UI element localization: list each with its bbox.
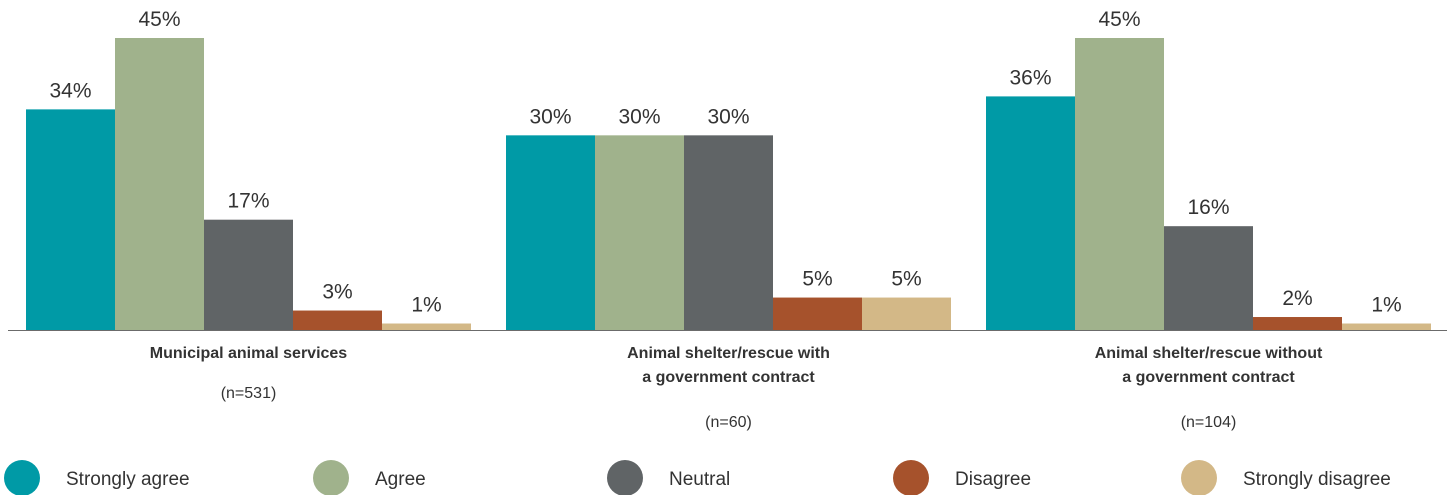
value-label-agree-1: 45% (138, 8, 180, 31)
bar-neutral-2 (684, 135, 773, 330)
legend-label-neutral: Neutral (669, 469, 730, 490)
category-label-3-line-1: Animal shelter/rescue without (1095, 345, 1323, 362)
bar-agree-2 (595, 135, 684, 330)
legend-label-strongly-agree: Strongly agree (66, 469, 190, 490)
bar-strongly-agree-2 (506, 135, 595, 330)
bar-neutral-1 (204, 219, 293, 330)
legend-swatch-agree (313, 460, 349, 495)
bar-strongly-disagree-1 (382, 323, 471, 330)
value-label-strongly-disagree-1: 1% (411, 294, 441, 317)
value-label-strongly-agree-1: 34% (49, 79, 91, 102)
value-label-strongly-disagree-2: 5% (891, 268, 921, 291)
legend-swatch-neutral (607, 460, 643, 495)
bar-agree-3 (1075, 38, 1164, 330)
category-label-3-line-2: a government contract (1122, 369, 1295, 386)
bar-disagree-1 (293, 310, 382, 330)
bar-disagree-2 (773, 297, 862, 330)
category-label-2-line-1: Animal shelter/rescue with (627, 345, 830, 362)
bar-strongly-disagree-2 (862, 297, 951, 330)
bar-strongly-agree-1 (26, 109, 115, 330)
legend-label-strongly-disagree: Strongly disagree (1243, 469, 1391, 490)
value-label-neutral-2: 30% (707, 105, 749, 128)
value-label-strongly-disagree-3: 1% (1371, 294, 1401, 317)
bar-strongly-disagree-3 (1342, 323, 1431, 330)
bar-disagree-3 (1253, 317, 1342, 330)
legend-swatch-strongly-agree (4, 460, 40, 495)
value-label-agree-2: 30% (618, 105, 660, 128)
bar-strongly-agree-3 (986, 96, 1075, 331)
value-label-strongly-agree-3: 36% (1009, 66, 1051, 89)
bar-neutral-3 (1164, 226, 1253, 330)
value-label-agree-3: 45% (1098, 8, 1140, 31)
value-label-disagree-3: 2% (1282, 287, 1312, 310)
category-label-1-line-1: Municipal animal services (150, 345, 348, 362)
value-label-neutral-1: 17% (227, 190, 269, 213)
value-label-neutral-3: 16% (1187, 196, 1229, 219)
value-label-disagree-2: 5% (802, 268, 832, 291)
legend-label-agree: Agree (375, 469, 426, 490)
sample-size-label-1: (n=531) (221, 385, 277, 402)
category-label-2-line-2: a government contract (642, 369, 815, 386)
sample-size-label-3: (n=104) (1181, 414, 1237, 431)
legend-swatch-disagree (893, 460, 929, 495)
bar-agree-1 (115, 38, 204, 330)
value-label-strongly-agree-2: 30% (529, 105, 571, 128)
value-label-disagree-1: 3% (322, 281, 352, 304)
sample-size-label-2: (n=60) (705, 414, 752, 431)
legend-swatch-strongly-disagree (1181, 460, 1217, 495)
legend-label-disagree: Disagree (955, 469, 1031, 490)
